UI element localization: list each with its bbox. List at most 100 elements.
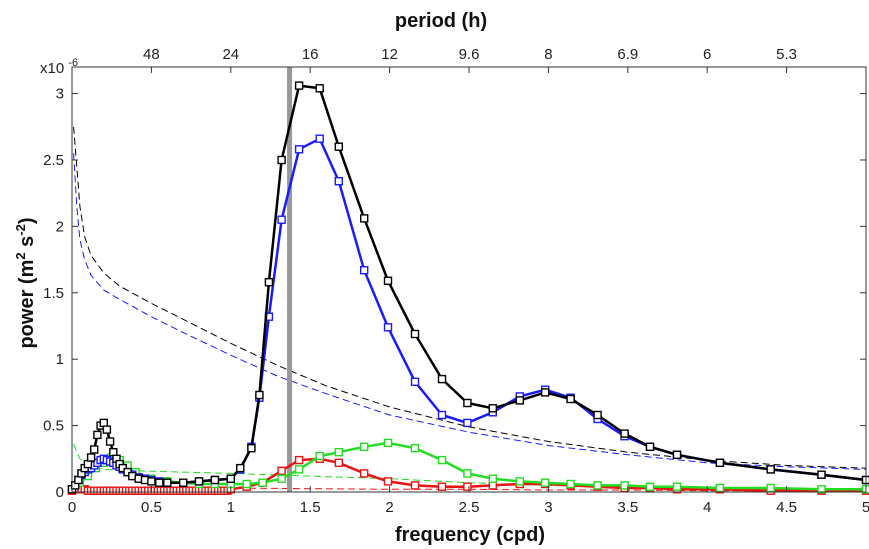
marker-black [360,214,369,223]
marker-black [463,398,472,408]
marker-blue [463,418,472,428]
x-tick-label: 2 [385,499,393,516]
y-tick-label: 0 [56,484,64,501]
marker-black [315,84,324,93]
marker-green [294,465,304,474]
marker-black [247,444,256,453]
top-tick-label: 6.9 [617,46,638,63]
marker-green [334,448,343,457]
y-axis-multiplier: x10 -6 [40,57,78,77]
marker-green [360,442,369,451]
y-axis-title: power (m2 s-2) [13,217,38,348]
y-title-main: power (m [16,260,38,349]
x-tick-label: 4.5 [776,499,797,516]
ticks-layer: 0 0.5 1 1.5 2 2.5 3 3.5 4 4.5 5 0 0.5 1 1.5 2 2.5 3 48 24 16… [43,46,869,516]
marker-black [566,394,575,404]
marker-green [817,485,826,494]
x-tick-label: 3 [544,499,552,516]
marker-blue [294,145,304,154]
top-tick-label: 48 [143,46,160,63]
y-title-sup1: 2 [13,252,28,259]
marker-black [593,410,602,420]
marker-green [410,444,420,453]
marker-blue [360,266,369,275]
marker-green [593,481,602,490]
marker-black [210,475,220,485]
y-title-end: ) [16,217,38,224]
y-tick-label: 3 [56,86,64,103]
marker-red [360,469,369,478]
y-multiplier-exponent: -6 [68,57,78,69]
marker-green [620,481,629,490]
marker-blue [437,410,447,420]
marker-green [541,478,550,487]
x-axis-title: frequency (cpd) [395,524,545,546]
top-tick-label: 5.3 [776,46,797,63]
top-tick-label: 16 [302,46,319,63]
marker-green [766,483,775,493]
marker-green [258,478,267,487]
x-tick-label: 1 [227,499,235,516]
marker-black [255,390,264,400]
marker-red [294,455,304,465]
marker-black [410,329,420,339]
marker-black [89,445,99,454]
x-tick-label: 4 [703,499,711,516]
y-tick-label: 2.5 [43,152,64,169]
x-tick-label: 0 [68,499,76,516]
marker-green [715,483,725,493]
marker-black [226,474,236,483]
marker-black [236,463,245,473]
series-layer [67,81,869,495]
marker-green [672,482,682,491]
marker-green [315,451,324,461]
marker-green [242,479,251,489]
marker-red [488,481,497,490]
marker-black [194,477,204,486]
y-tick-label: 0.5 [43,418,64,435]
x-tick-label: 5 [862,499,869,516]
y-tick-label: 1 [56,351,64,368]
marker-blue [315,134,324,143]
marker-black [277,155,286,165]
marker-black [488,404,497,413]
marker-green [645,482,655,491]
marker-black [93,430,102,440]
marker-green [515,477,524,486]
x-tick-label: 3.5 [617,499,638,516]
marker-black [817,470,826,479]
marker-red [334,458,343,467]
x-tick-label: 1.5 [300,499,321,516]
x-tick-label: 0.5 [141,499,162,516]
marker-black [541,388,550,397]
y-title-sup2: -2 [13,224,28,236]
marker-black [294,81,304,90]
series-line-black [71,84,867,491]
x-tick-label: 2.5 [459,499,480,516]
top-tick-label: 9.6 [459,46,480,63]
marker-black [645,442,655,451]
marker-red [277,466,286,475]
marker-green [383,438,393,448]
marker-green [437,455,447,465]
marker-red [410,481,420,490]
top-tick-label: 6 [703,46,711,63]
marker-red [437,482,447,491]
marker-blue [410,377,420,386]
marker-black [99,418,109,428]
marker-black [672,450,682,459]
top-axis-title: period (h) [395,10,487,32]
y-tick-label: 1.5 [43,285,64,302]
marker-blue [383,323,393,332]
marker-black [178,478,188,487]
marker-black [155,478,164,487]
fit-line-black [73,126,867,469]
top-tick-label: 12 [381,46,398,63]
marker-blue [334,176,343,186]
y-tick-label: 2 [56,218,64,235]
dashed-fit-layer [73,126,867,492]
marker-black [105,437,115,446]
y-title-mid: s [16,236,38,253]
marker-green [463,469,472,478]
marker-black [766,465,775,474]
